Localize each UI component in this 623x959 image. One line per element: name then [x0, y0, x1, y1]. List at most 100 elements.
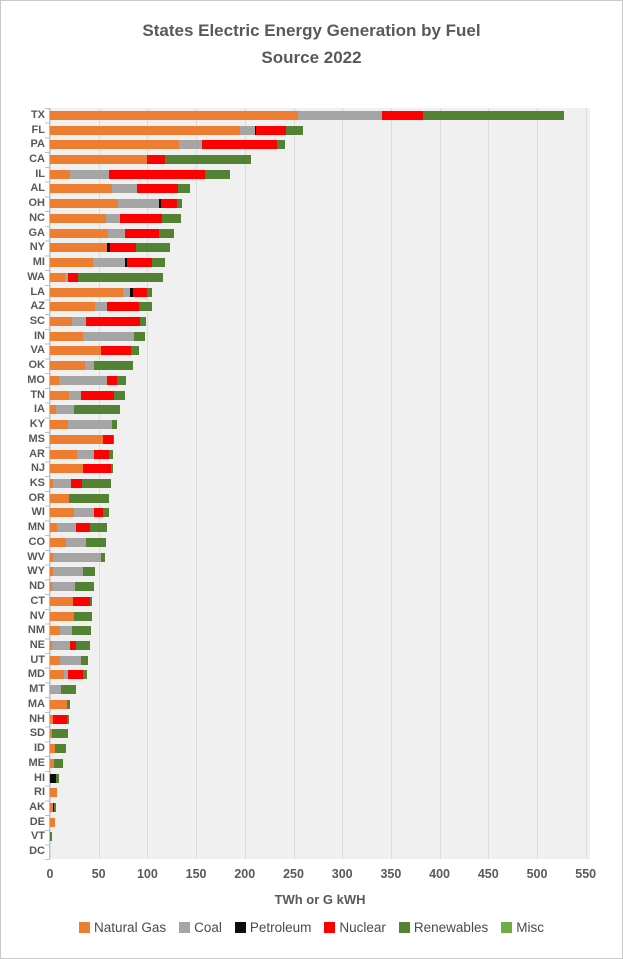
- gridline: [244, 108, 246, 859]
- bar-segment-mn-nuclear: [76, 523, 90, 533]
- bar-segment-ak-petroleum: [52, 802, 54, 812]
- y-axis-label-oh: OH: [28, 197, 46, 210]
- x-tick-label-550: 550: [575, 867, 597, 881]
- gridline: [342, 108, 344, 859]
- y-axis-label-ak: AK: [29, 800, 45, 813]
- bar-segment-wa-coal: [64, 272, 68, 282]
- bar-segment-ok-coal: [85, 361, 94, 371]
- legend-item-petroleum: Petroleum: [234, 920, 311, 935]
- bar-segment-ca-nuclear: [147, 155, 165, 165]
- chart-title: States Electric Energy Generation by Fue…: [1, 17, 622, 71]
- bar-segment-ny-renewables: [135, 243, 170, 253]
- bar-segment-ma-natural-gas: [50, 699, 67, 709]
- bar-row-ca: [50, 155, 251, 165]
- bar-segment-ca-natural-gas: [50, 155, 148, 165]
- bar-row-fl: [50, 125, 304, 135]
- bar-row-tx: [50, 110, 565, 120]
- bar-row-ut: [50, 655, 88, 665]
- bar-segment-ks-coal: [52, 479, 72, 488]
- bar-row-wy: [50, 567, 95, 577]
- bar-segment-ar-coal: [77, 449, 94, 459]
- chart-title-line2: Source 2022: [261, 48, 362, 68]
- bar-segment-mi-nuclear: [126, 258, 153, 268]
- bar-segment-la-renewables: [147, 287, 153, 297]
- bar-segment-nh-nuclear: [52, 714, 67, 724]
- bar-segment-ut-natural-gas: [50, 655, 60, 665]
- bar-segment-ne-nuclear: [70, 640, 77, 650]
- bar-segment-id-natural-gas: [50, 744, 55, 754]
- legend-swatch-icon: [501, 922, 513, 933]
- bar-segment-nm-renewables: [72, 626, 91, 636]
- bar-segment-nc-natural-gas: [50, 213, 106, 223]
- bar-row-wi: [50, 508, 110, 518]
- bar-row-oh: [50, 199, 183, 209]
- plot-area: [50, 108, 590, 859]
- bar-row-in: [50, 331, 146, 341]
- y-axis-label-md: MD: [27, 668, 45, 681]
- bar-segment-ak-renewables: [53, 802, 56, 812]
- y-axis-label-sd: SD: [29, 727, 45, 740]
- bar-segment-fl-nuclear: [256, 125, 286, 135]
- bar-segment-fl-renewables: [285, 125, 304, 135]
- bar-segment-mo-nuclear: [107, 375, 118, 385]
- bar-row-nv: [50, 611, 92, 621]
- y-axis-label-wi: WI: [31, 506, 45, 519]
- legend-item-renewables: Renewables: [398, 920, 488, 935]
- y-axis-label-nm: NM: [27, 624, 45, 637]
- bar-segment-nj-nuclear: [83, 464, 112, 474]
- bar-segment-nm-coal: [59, 626, 73, 636]
- gridline: [390, 108, 392, 859]
- bar-segment-nv-renewables: [74, 611, 92, 621]
- bar-segment-il-nuclear: [109, 169, 205, 179]
- y-axis-label-nd: ND: [29, 580, 45, 593]
- bar-segment-la-coal: [123, 287, 130, 297]
- y-axis-label-ut: UT: [30, 653, 45, 666]
- bar-segment-mo-renewables: [117, 375, 126, 385]
- bar-segment-fl-petroleum: [254, 125, 257, 135]
- bar-row-nd: [50, 582, 94, 592]
- bar-segment-sd-renewables: [51, 729, 68, 739]
- bar-row-vt: [50, 832, 52, 842]
- bar-segment-ct-nuclear: [73, 596, 90, 606]
- bar-segment-ms-nuclear: [102, 434, 114, 444]
- bar-segment-wv-coal: [52, 552, 101, 562]
- bar-segment-tx-nuclear: [382, 110, 424, 120]
- bar-segment-mt-renewables: [60, 685, 77, 695]
- y-axis-label-pa: PA: [30, 138, 45, 151]
- y-axis-label-tx: TX: [30, 108, 45, 121]
- legend-item-misc: Misc: [501, 920, 544, 935]
- bar-segment-oh-coal: [118, 199, 160, 209]
- bar-segment-nc-renewables: [162, 213, 181, 223]
- bar-segment-il-coal: [70, 169, 110, 179]
- bar-segment-il-renewables: [204, 169, 231, 179]
- bar-segment-sc-coal: [72, 317, 87, 327]
- x-tick-label-450: 450: [477, 867, 499, 881]
- bar-segment-ms-natural-gas: [50, 434, 103, 444]
- bar-row-ga: [50, 228, 174, 238]
- x-tick-label-150: 150: [185, 867, 207, 881]
- bar-segment-al-coal: [112, 184, 137, 194]
- bar-segment-nv-natural-gas: [50, 611, 75, 621]
- bar-segment-ok-natural-gas: [50, 361, 86, 371]
- bar-segment-ne-coal: [51, 640, 71, 650]
- bar-segment-wv-natural-gas: [50, 552, 53, 562]
- bar-segment-mn-renewables: [89, 523, 108, 533]
- legend-swatch-icon: [324, 922, 336, 933]
- gridline: [293, 108, 295, 859]
- bar-segment-hi-renewables: [55, 773, 59, 783]
- bar-segment-ok-renewables: [93, 361, 133, 371]
- bar-segment-tx-renewables: [423, 110, 565, 120]
- bar-segment-ut-coal: [59, 655, 82, 665]
- bar-row-nm: [50, 626, 91, 636]
- y-axis-label-la: LA: [30, 285, 45, 298]
- y-axis-label-va: VA: [30, 344, 45, 357]
- bar-segment-wy-coal: [52, 567, 84, 577]
- legend-label: Coal: [194, 920, 222, 935]
- legend-label: Nuclear: [339, 920, 386, 935]
- y-axis-label-ct: CT: [30, 594, 45, 607]
- bar-segment-wa-renewables: [78, 272, 163, 282]
- bar-segment-az-renewables: [138, 302, 153, 312]
- bar-row-ar: [50, 449, 114, 459]
- y-axis-label-sc: SC: [29, 315, 45, 328]
- bar-segment-ny-natural-gas: [50, 243, 108, 253]
